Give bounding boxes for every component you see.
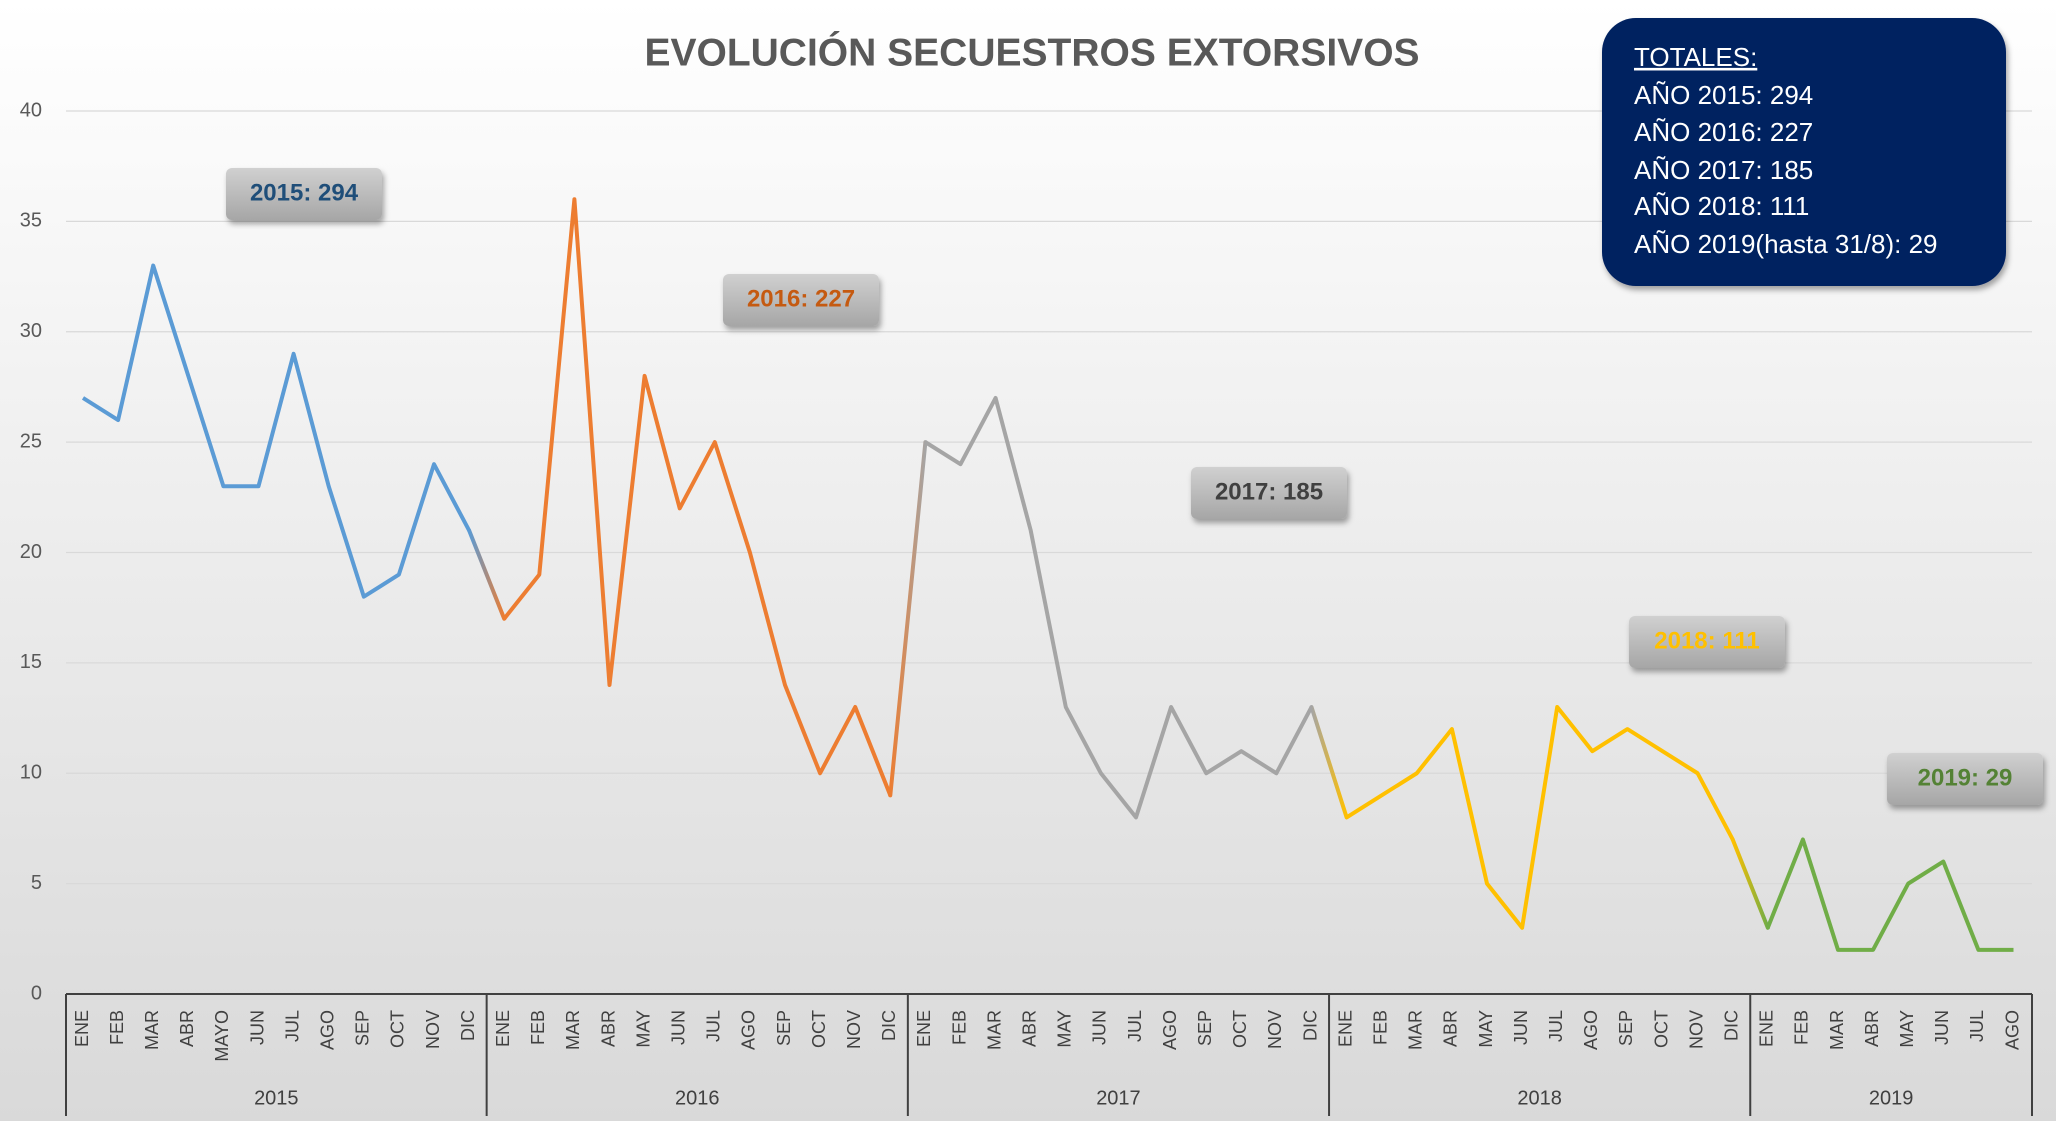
x-tick-label: MAY bbox=[1055, 1010, 1075, 1048]
annotation-box bbox=[1191, 467, 1347, 519]
x-tick-label: FEB bbox=[949, 1010, 969, 1045]
year-label: 2018 bbox=[1517, 1087, 1562, 1109]
x-tick-label: JUN bbox=[1511, 1010, 1531, 1045]
year-label: 2017 bbox=[1096, 1087, 1141, 1109]
x-tick-label: SEP bbox=[774, 1010, 794, 1046]
x-tick-label: ABR bbox=[598, 1010, 618, 1047]
x-tick-label: JUL bbox=[1967, 1010, 1987, 1042]
x-tick-label: SEP bbox=[1195, 1010, 1215, 1046]
y-tick-label: 35 bbox=[20, 210, 42, 232]
annotation-box bbox=[1887, 753, 2043, 805]
x-tick-label: DIC bbox=[1721, 1010, 1741, 1041]
x-tick-label: ABR bbox=[1019, 1010, 1039, 1047]
x-tick-label: OCT bbox=[1651, 1010, 1671, 1048]
x-tick-label: AGO bbox=[739, 1010, 759, 1050]
x-tick-label: ENE bbox=[1757, 1010, 1777, 1047]
x-tick-label: FEB bbox=[1792, 1010, 1812, 1045]
x-tick-label: ABR bbox=[1862, 1010, 1882, 1047]
line bbox=[1765, 837, 2014, 952]
annotation: 2017: 185 bbox=[1215, 478, 1323, 505]
x-tick-label: AGO bbox=[1581, 1010, 1601, 1050]
x-tick-label: ABR bbox=[1441, 1010, 1461, 1047]
annotation: 2019: 29 bbox=[1918, 764, 2013, 791]
x-tick-label: OCT bbox=[809, 1010, 829, 1048]
y-tick-label: 15 bbox=[20, 651, 42, 673]
x-tick-label: AGO bbox=[317, 1010, 337, 1050]
x-tick-label: JUL bbox=[1125, 1010, 1145, 1042]
line bbox=[502, 197, 893, 797]
y-tick-label: 10 bbox=[20, 762, 42, 784]
x-tick-label: ABR bbox=[177, 1010, 197, 1047]
x-tick-label: MAYO bbox=[212, 1010, 232, 1062]
x-tick-label: MAR bbox=[563, 1010, 583, 1050]
connector bbox=[888, 440, 928, 798]
x-tick-label: JUL bbox=[1546, 1010, 1566, 1042]
chart-title: EVOLUCIÓN SECUESTROS EXTORSIVOS bbox=[644, 30, 1419, 74]
x-tick-label: FEB bbox=[528, 1010, 548, 1045]
x-tick-label: AGO bbox=[2002, 1010, 2022, 1050]
annotation: 2018: 111 bbox=[1654, 627, 1759, 654]
annotation: 2015: 294 bbox=[250, 179, 359, 206]
x-tick-label: OCT bbox=[1230, 1010, 1250, 1048]
line bbox=[81, 263, 471, 599]
x-tick-label: NOV bbox=[1265, 1010, 1285, 1049]
x-tick-label: OCT bbox=[388, 1010, 408, 1048]
connector bbox=[467, 528, 507, 621]
x-tick-label: NOV bbox=[844, 1010, 864, 1049]
x-tick-label: NOV bbox=[423, 1010, 443, 1049]
y-tick-label: 5 bbox=[31, 872, 42, 894]
x-tick-label: MAY bbox=[1476, 1010, 1496, 1048]
y-tick-label: 20 bbox=[20, 541, 42, 563]
x-tick-label: FEB bbox=[1370, 1010, 1390, 1045]
totals-line: AÑO 2017: 185 bbox=[1634, 155, 1813, 185]
x-tick-label: FEB bbox=[107, 1010, 127, 1045]
totals-line: AÑO 2018: 111 bbox=[1634, 191, 1809, 221]
x-tick-label: ENE bbox=[1335, 1010, 1355, 1047]
x-tick-label: MAR bbox=[984, 1010, 1004, 1050]
year-label: 2016 bbox=[675, 1087, 720, 1109]
totals-line: AÑO 2016: 227 bbox=[1634, 117, 1813, 147]
y-tick-label: 0 bbox=[31, 982, 42, 1004]
totals-line: TOTALES: bbox=[1634, 42, 1757, 72]
connector bbox=[1730, 837, 1770, 930]
line bbox=[1345, 705, 1735, 930]
y-tick-label: 25 bbox=[20, 430, 42, 452]
totals-line: AÑO 2015: 294 bbox=[1634, 80, 1813, 110]
x-tick-label: AGO bbox=[1160, 1010, 1180, 1050]
x-tick-label: JUN bbox=[247, 1010, 267, 1045]
x-tick-label: MAR bbox=[1827, 1010, 1847, 1050]
annotation-box bbox=[226, 168, 382, 220]
line bbox=[924, 395, 1314, 820]
x-tick-label: JUN bbox=[668, 1010, 688, 1045]
totals-line: AÑO 2019(hasta 31/8): 29 bbox=[1634, 229, 1938, 259]
x-tick-label: ENE bbox=[72, 1010, 92, 1047]
totals-box bbox=[1602, 18, 2006, 286]
annotation-box bbox=[723, 274, 879, 326]
y-tick-label: 30 bbox=[20, 320, 42, 342]
x-tick-label: JUL bbox=[704, 1010, 724, 1042]
x-tick-label: JUL bbox=[282, 1010, 302, 1042]
x-tick-label: ENE bbox=[493, 1010, 513, 1047]
x-tick-label: JUN bbox=[1932, 1010, 1952, 1045]
year-label: 2019 bbox=[1869, 1087, 1914, 1109]
y-tick-label: 40 bbox=[20, 99, 42, 121]
x-tick-label: MAY bbox=[1897, 1010, 1917, 1048]
annotation: 2016: 227 bbox=[747, 285, 855, 312]
x-tick-label: SEP bbox=[353, 1010, 373, 1046]
x-tick-label: DIC bbox=[879, 1010, 899, 1041]
x-tick-label: MAR bbox=[142, 1010, 162, 1050]
x-tick-label: MAR bbox=[1406, 1010, 1426, 1050]
x-tick-label: SEP bbox=[1616, 1010, 1636, 1046]
x-tick-label: ENE bbox=[914, 1010, 934, 1047]
x-tick-label: MAY bbox=[633, 1010, 653, 1048]
year-label: 2015 bbox=[254, 1087, 299, 1109]
connector bbox=[1309, 705, 1349, 820]
x-tick-label: JUN bbox=[1090, 1010, 1110, 1045]
x-tick-label: DIC bbox=[458, 1010, 478, 1041]
x-tick-label: DIC bbox=[1300, 1010, 1320, 1041]
x-tick-label: NOV bbox=[1686, 1010, 1706, 1049]
annotation-box bbox=[1629, 616, 1785, 668]
